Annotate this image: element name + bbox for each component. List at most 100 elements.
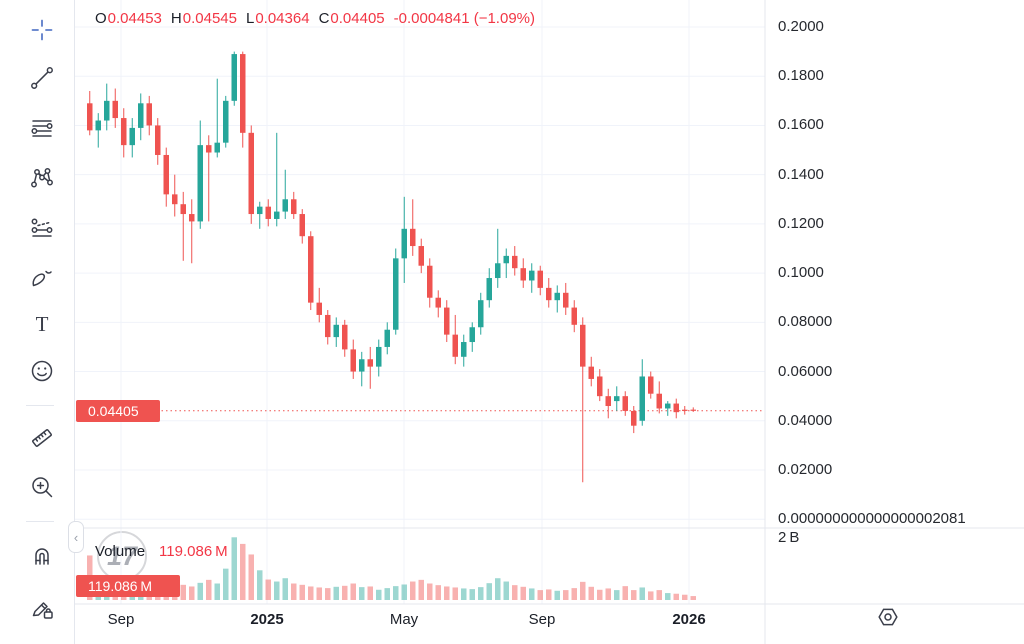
candle-body (180, 204, 186, 215)
brush-icon (32, 270, 52, 287)
volume-bar (469, 589, 475, 600)
time-axis-settings-button[interactable] (874, 603, 902, 631)
low-value: 0.04364 (255, 10, 310, 27)
volume-bar (478, 587, 484, 600)
candle-body (291, 199, 297, 215)
candle-body (138, 103, 144, 128)
volume-bar (308, 586, 314, 600)
time-axis[interactable]: Sep 2025 May Sep 2026 (75, 604, 1024, 644)
candle-body (435, 297, 441, 308)
price-tick-label: 0.08000 (778, 313, 833, 331)
xabcd-pattern-tool-button[interactable] (23, 158, 61, 196)
ohlc-legend: O 0.04453 H 0.04545 L 0.04364 C 0.04405 … (95, 10, 535, 27)
emoji-icon (31, 360, 53, 382)
candle-body (495, 263, 501, 279)
volume-bar (384, 588, 390, 600)
volume-bar (189, 586, 195, 600)
volume-bar (282, 578, 288, 600)
trend-line-icon (31, 67, 53, 89)
candle-body (316, 302, 322, 315)
volume-bar (673, 593, 679, 600)
volume-label: Volume (95, 543, 146, 560)
candle-body (87, 103, 93, 131)
candle-body (299, 214, 305, 237)
volume-bar (597, 589, 603, 600)
candle-body (588, 366, 594, 379)
toolbar-divider (26, 405, 54, 406)
candle-body (597, 376, 603, 397)
volume-bar (393, 586, 399, 600)
volume-bar (639, 587, 645, 600)
candle-body (682, 409, 688, 411)
volume-bar (656, 590, 662, 600)
volume-bar (461, 588, 467, 600)
candle-body (478, 300, 484, 328)
candle-body (265, 206, 271, 219)
text-tool-button[interactable]: T (23, 305, 61, 343)
brush-tool-button[interactable] (23, 258, 61, 296)
time-tick-label: 2025 (250, 611, 284, 628)
candle-body (520, 268, 526, 281)
high-label: H (170, 10, 182, 27)
zoom-in-tool-button[interactable] (23, 468, 61, 506)
candle-body (240, 54, 246, 133)
candles-group (87, 51, 696, 483)
candle-body (189, 214, 195, 222)
chart-region: 17 O 0.04453 H 0.04545 L 0.04364 C 0.044… (75, 0, 1024, 644)
candle-body (376, 346, 382, 367)
volume-bar (206, 579, 212, 600)
candle-body (631, 410, 637, 426)
candle-body (546, 287, 552, 301)
volume-bar (571, 588, 577, 600)
volume-bar (444, 586, 450, 600)
candle-body (342, 324, 348, 350)
candle-body (503, 255, 509, 264)
magnet-tool-button[interactable] (23, 537, 61, 575)
lock-drawings-tool-button[interactable] (23, 589, 61, 627)
candle-body (325, 314, 331, 338)
volume-bar (367, 586, 373, 600)
pane-separators (75, 0, 1024, 644)
low-label: L (245, 10, 255, 27)
volume-bar (503, 581, 509, 600)
price-tick-label: 0.1200 (778, 214, 824, 232)
candle-body (461, 342, 467, 357)
volume-bar (665, 593, 671, 600)
volume-bar (291, 583, 297, 600)
trend-line-tool-button[interactable] (23, 59, 61, 97)
ruler-tool-button[interactable] (23, 419, 61, 457)
candle-body (95, 120, 101, 131)
volume-bar (588, 586, 594, 600)
volume-bar (537, 590, 543, 600)
price-axis[interactable]: 2 B 0.2000 0.1800 0.1600 0.1400 0.1200 0.1000… (765, 0, 1024, 604)
svg-text:T: T (36, 312, 49, 336)
volume-axis-top-label: 2 B (778, 529, 800, 546)
candle-body (580, 324, 586, 367)
volume-bar (223, 568, 229, 600)
candle-body (231, 54, 237, 101)
volume-bar (427, 583, 433, 600)
price-tick-label: 0.1400 (778, 165, 824, 183)
open-value: 0.04453 (107, 10, 162, 27)
crosshair-tool-button[interactable] (23, 11, 61, 49)
projection-tool-button[interactable] (23, 209, 61, 247)
candle-body (367, 359, 373, 367)
candle-body (163, 154, 169, 195)
change-value: -0.0004841 (−1.09%) (393, 10, 535, 27)
text-icon: T (36, 312, 49, 336)
toolbar-collapse-handle[interactable]: ‹ (68, 521, 84, 553)
volume-bar (350, 583, 356, 600)
volume-bar (512, 585, 518, 600)
time-tick-label: Sep (528, 611, 556, 628)
volume-bar (240, 543, 246, 600)
candle-body (614, 396, 620, 402)
horizontal-lines-tool-button[interactable] (23, 109, 61, 147)
volume-bar (265, 579, 271, 600)
symbol-watermark: 17 (97, 531, 147, 581)
current-price-badge: 0.04405 (76, 400, 160, 422)
price-tick-label: 0.1800 (778, 67, 824, 85)
xabcd-pattern-icon (31, 168, 53, 188)
emoji-tool-button[interactable] (23, 352, 61, 390)
candle-body (214, 142, 220, 153)
price-tick-label: 0.1600 (778, 116, 824, 134)
